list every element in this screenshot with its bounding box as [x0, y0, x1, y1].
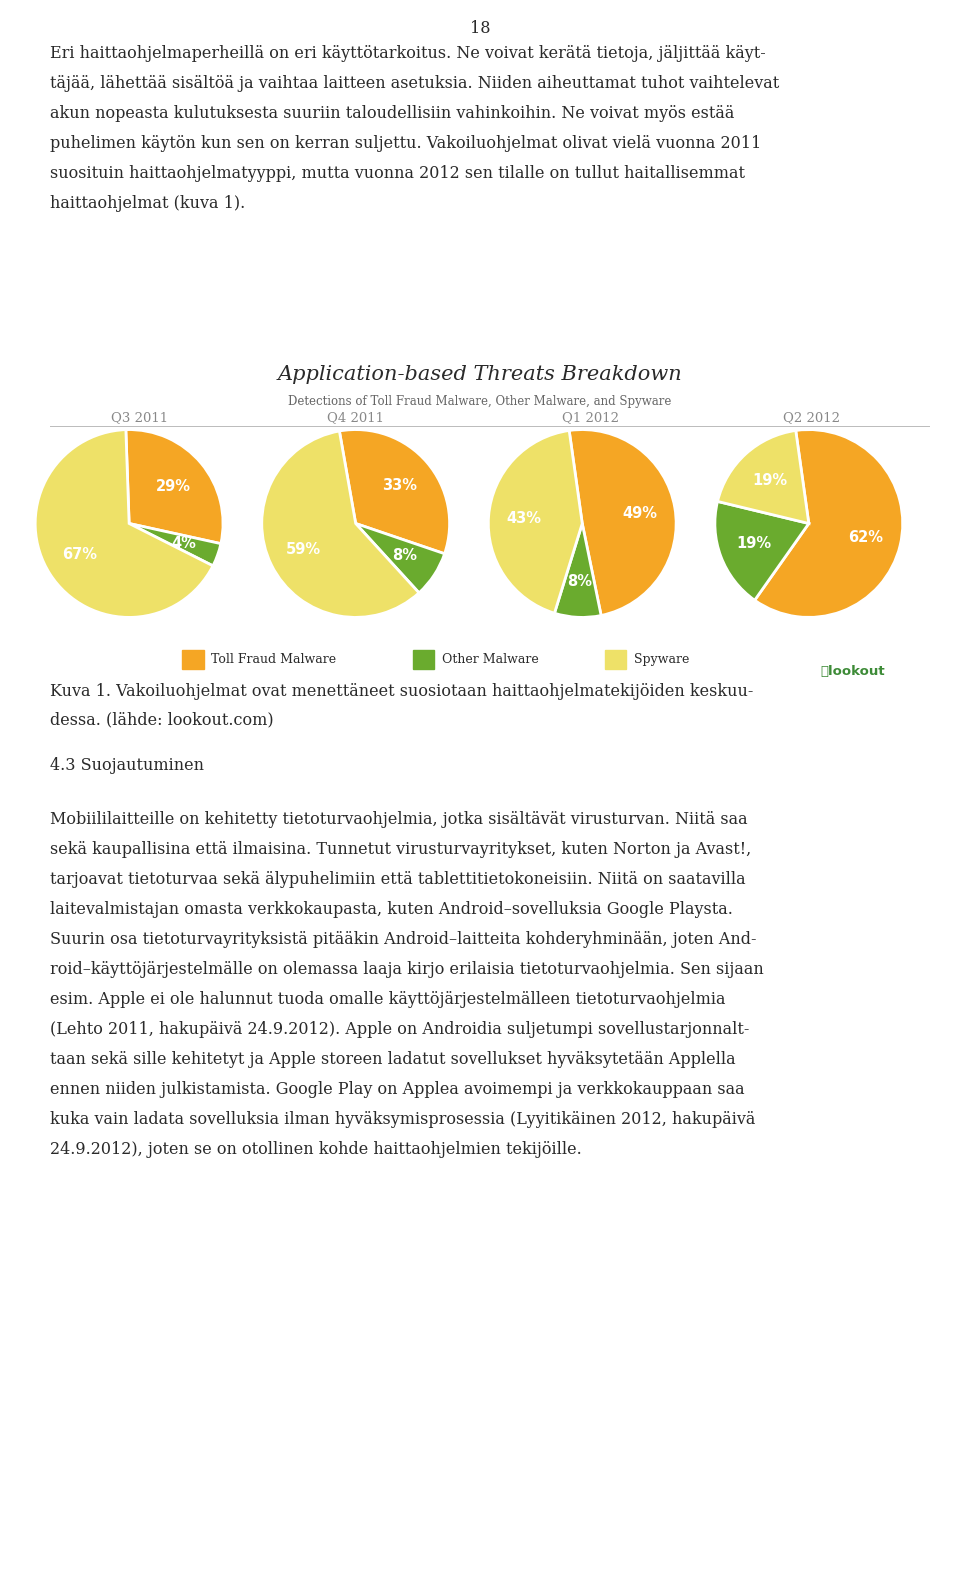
Text: laitevalmistajan omasta verkkokaupasta, kuten Android–sovelluksia Google Playsta: laitevalmistajan omasta verkkokaupasta, … — [50, 900, 732, 918]
Text: roid–käyttöjärjestelmälle on olemassa laaja kirjo erilaisia tietoturvaohjelmia. : roid–käyttöjärjestelmälle on olemassa la… — [50, 961, 763, 978]
Text: Suurin osa tietoturvayrityksistä pitääkin Android–laitteita kohderyhminään, jote: Suurin osa tietoturvayrityksistä pitääki… — [50, 930, 756, 948]
Text: täjää, lähettää sisältöä ja vaihtaa laitteen asetuksia. Niiden aiheuttamat tuhot: täjää, lähettää sisältöä ja vaihtaa lait… — [50, 75, 780, 91]
Wedge shape — [262, 431, 419, 618]
Wedge shape — [715, 501, 808, 600]
Text: 19%: 19% — [752, 472, 787, 488]
Text: Q1 2012: Q1 2012 — [562, 412, 619, 425]
Text: 59%: 59% — [286, 541, 321, 557]
Text: 43%: 43% — [507, 511, 541, 527]
Text: Q2 2012: Q2 2012 — [782, 412, 840, 425]
Wedge shape — [129, 523, 221, 567]
Wedge shape — [355, 523, 444, 592]
Text: Mobiililaitteille on kehitetty tietoturvaohjelmia, jotka sisältävät virusturvan.: Mobiililaitteille on kehitetty tietoturv… — [50, 811, 748, 828]
Text: Q4 2011: Q4 2011 — [326, 412, 384, 425]
Text: Kuva 1. Vakoiluohjelmat ovat menettäneet suosiotaan haittaohjelmatekijöiden kesk: Kuva 1. Vakoiluohjelmat ovat menettäneet… — [50, 683, 754, 701]
Text: 4%: 4% — [172, 536, 197, 551]
Text: 24.9.2012), joten se on otollinen kohde haittaohjelmien tekijöille.: 24.9.2012), joten se on otollinen kohde … — [50, 1141, 582, 1157]
Text: Other Malware: Other Malware — [442, 653, 539, 666]
Text: 62%: 62% — [848, 530, 883, 544]
Text: esim. Apple ei ole halunnut tuoda omalle käyttöjärjestelmälleen tietoturvaohjelm: esim. Apple ei ole halunnut tuoda omalle… — [50, 991, 726, 1007]
Text: Ⓛlookout: Ⓛlookout — [821, 666, 885, 678]
Text: 19%: 19% — [736, 536, 772, 552]
Text: tarjoavat tietoturvaa sekä älypuhelimiin että tablettitietokoneisiin. Niitä on s: tarjoavat tietoturvaa sekä älypuhelimiin… — [50, 871, 746, 887]
Text: Application-based Threats Breakdown: Application-based Threats Breakdown — [277, 365, 683, 385]
Text: 8%: 8% — [567, 575, 592, 589]
Wedge shape — [126, 429, 223, 544]
Text: 8%: 8% — [392, 547, 417, 563]
Text: Spyware: Spyware — [634, 653, 689, 666]
Text: haittaohjelmat (kuva 1).: haittaohjelmat (kuva 1). — [50, 195, 245, 212]
Text: 67%: 67% — [62, 547, 98, 562]
Wedge shape — [340, 429, 449, 554]
Text: 29%: 29% — [156, 479, 191, 493]
Wedge shape — [555, 523, 601, 618]
Text: 49%: 49% — [622, 506, 657, 520]
Text: puhelimen käytön kun sen on kerran suljettu. Vakoiluohjelmat olivat vielä vuonna: puhelimen käytön kun sen on kerran sulje… — [50, 134, 761, 152]
Text: taan sekä sille kehitetyt ja Apple storeen ladatut sovellukset hyväksytetään App: taan sekä sille kehitetyt ja Apple store… — [50, 1050, 735, 1068]
Wedge shape — [489, 431, 582, 613]
Wedge shape — [755, 429, 902, 618]
Text: dessa. (lähde: lookout.com): dessa. (lähde: lookout.com) — [50, 712, 274, 729]
Text: kuka vain ladata sovelluksia ilman hyväksymisprosessia (Lyyitikäinen 2012, hakup: kuka vain ladata sovelluksia ilman hyväk… — [50, 1111, 756, 1128]
Wedge shape — [717, 431, 808, 523]
Text: ennen niiden julkistamista. Google Play on Applea avoimempi ja verkkokauppaan sa: ennen niiden julkistamista. Google Play … — [50, 1080, 745, 1098]
Text: 4.3 Suojautuminen: 4.3 Suojautuminen — [50, 757, 204, 774]
Text: Eri haittaohjelmaperheillä on eri käyttötarkoitus. Ne voivat kerätä tietoja, jäl: Eri haittaohjelmaperheillä on eri käyttö… — [50, 45, 766, 62]
Text: Toll Fraud Malware: Toll Fraud Malware — [211, 653, 336, 666]
Text: 33%: 33% — [382, 479, 418, 493]
Text: akun nopeasta kulutuksesta suuriin taloudellisiin vahinkoihin. Ne voivat myös es: akun nopeasta kulutuksesta suuriin talou… — [50, 105, 734, 121]
Text: 18: 18 — [469, 19, 491, 37]
Wedge shape — [36, 429, 213, 618]
Text: Q3 2011: Q3 2011 — [110, 412, 168, 425]
Text: (Lehto 2011, hakupäivä 24.9.2012). Apple on Androidia suljetumpi sovellustarjonn: (Lehto 2011, hakupäivä 24.9.2012). Apple… — [50, 1021, 750, 1037]
Wedge shape — [569, 429, 676, 616]
Text: Detections of Toll Fraud Malware, Other Malware, and Spyware: Detections of Toll Fraud Malware, Other … — [288, 396, 672, 409]
Text: sekä kaupallisina että ilmaisina. Tunnetut virusturvayritykset, kuten Norton ja : sekä kaupallisina että ilmaisina. Tunnet… — [50, 841, 751, 857]
Text: suosituin haittaohjelmatyyppi, mutta vuonna 2012 sen tilalle on tullut haitallis: suosituin haittaohjelmatyyppi, mutta vuo… — [50, 164, 745, 182]
